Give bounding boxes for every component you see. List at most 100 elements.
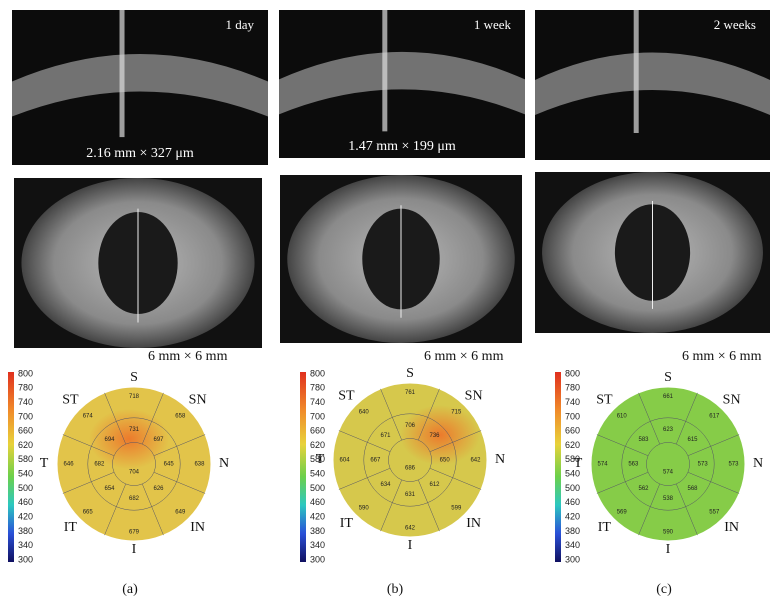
cornea-band <box>535 52 770 115</box>
thickness-map <box>590 386 746 542</box>
sector-label: S <box>406 366 414 381</box>
inner-value: 623 <box>663 427 674 433</box>
sector-line <box>429 430 482 452</box>
outer-value: 649 <box>175 509 186 515</box>
colorbar-tick: 500 <box>18 483 33 493</box>
colorbar-tick: 500 <box>565 483 580 493</box>
outer-value: 640 <box>359 410 370 416</box>
center-value: 704 <box>129 470 140 476</box>
outer-value: 761 <box>405 390 416 396</box>
sector-line <box>418 479 440 532</box>
sector-label: IT <box>340 516 354 531</box>
colorbar-tick: 500 <box>310 483 325 493</box>
oct-label: 1 week <box>474 17 512 32</box>
colorbar-tick: 420 <box>565 511 580 521</box>
colorbar-tick: 660 <box>18 426 33 436</box>
inner-value: 667 <box>370 458 381 464</box>
sector-ring <box>646 442 690 486</box>
oct-label: 1 day <box>225 17 254 32</box>
colorbar-tick: 700 <box>565 411 580 421</box>
inner-value: 568 <box>687 486 698 492</box>
colorbar-tick: 660 <box>310 426 325 436</box>
outer-value: 718 <box>129 394 140 400</box>
sector-ring <box>363 413 457 507</box>
sector-line <box>142 483 164 536</box>
inner-value: 682 <box>129 496 140 502</box>
sector-line <box>687 434 740 456</box>
sector-line <box>676 392 698 445</box>
colorbar-tick: 740 <box>18 397 33 407</box>
caption: (b) <box>387 582 404 597</box>
sector-line <box>338 430 391 452</box>
inner-value: 634 <box>380 482 391 488</box>
sector-label: N <box>219 456 229 471</box>
sector-line <box>418 388 440 441</box>
sector-line <box>638 392 660 445</box>
inner-value: 736 <box>429 433 440 439</box>
inner-value: 573 <box>698 462 709 468</box>
sector-label: N <box>753 456 763 471</box>
colorbar-tick: 300 <box>565 554 580 564</box>
map-dimension: 6 mm × 6 mm <box>682 349 762 364</box>
outer-value: 590 <box>359 505 370 511</box>
oct-measurement: 2.16 mm × 327 μm <box>86 146 194 161</box>
colorbar-tick: 800 <box>18 368 33 378</box>
sector-label: I <box>408 538 413 553</box>
sector-ring <box>87 417 181 511</box>
colorbar-tick: 700 <box>18 411 33 421</box>
sector-label: T <box>40 456 49 471</box>
inner-value: 615 <box>687 437 698 443</box>
outer-value: 679 <box>129 529 140 535</box>
sector-line <box>153 472 206 494</box>
sector-label: ST <box>338 389 355 404</box>
sector-label: SN <box>189 393 207 408</box>
colorbar-tick: 540 <box>565 469 580 479</box>
inner-value: 706 <box>405 423 416 429</box>
sector-label: IT <box>598 520 612 535</box>
outer-value: 610 <box>617 414 628 420</box>
colorbar-tick: 300 <box>310 554 325 564</box>
outer-value: 573 <box>728 462 739 468</box>
inner-value: 694 <box>104 437 115 443</box>
sector-label: T <box>316 452 325 467</box>
colorbar-tick: 460 <box>565 497 580 507</box>
sector-line <box>638 483 660 536</box>
colorbar-tick: 660 <box>565 426 580 436</box>
outer-value: 599 <box>451 505 462 511</box>
sector-label: IT <box>64 520 78 535</box>
cornea-band <box>12 54 268 117</box>
colorbar-tick: 740 <box>310 397 325 407</box>
oct-line <box>119 10 125 138</box>
thickness-map <box>332 382 488 538</box>
colorbar-tick: 420 <box>310 511 325 521</box>
hot-area <box>400 405 480 465</box>
colorbar-tick: 540 <box>18 469 33 479</box>
caption: (c) <box>656 582 672 597</box>
oct-line <box>633 10 639 133</box>
colorbar <box>555 372 561 562</box>
colorbar-tick: 380 <box>18 526 33 536</box>
caption: (a) <box>122 582 138 597</box>
colorbar <box>300 372 306 562</box>
inner-value: 583 <box>638 437 649 443</box>
sector-label: S <box>664 370 672 385</box>
sector-line <box>596 434 649 456</box>
outer-value: 646 <box>64 462 75 468</box>
colorbar-tick: 580 <box>18 454 33 464</box>
sector-label: I <box>132 542 137 557</box>
inner-value: 654 <box>104 486 115 492</box>
inner-value: 697 <box>153 437 164 443</box>
inner-value: 612 <box>429 482 440 488</box>
inner-value: 731 <box>129 427 140 433</box>
inner-value: 682 <box>94 462 105 468</box>
outer-value: 604 <box>340 458 351 464</box>
sector-label: SN <box>723 393 741 408</box>
sector-line <box>676 483 698 536</box>
sector-line <box>142 392 164 445</box>
sector-line <box>338 468 391 490</box>
colorbar <box>8 372 14 562</box>
sector-line <box>104 392 126 445</box>
map-dimension: 6 mm × 6 mm <box>424 349 504 364</box>
colorbar-tick: 800 <box>310 368 325 378</box>
colorbar-tick: 340 <box>18 540 33 550</box>
